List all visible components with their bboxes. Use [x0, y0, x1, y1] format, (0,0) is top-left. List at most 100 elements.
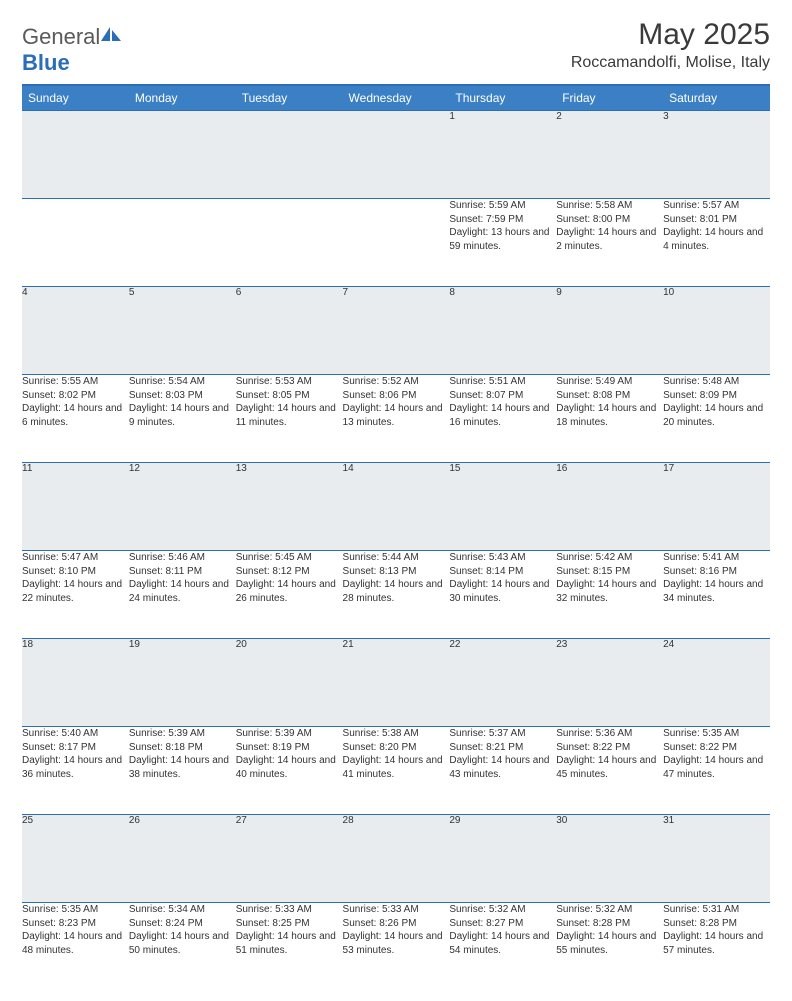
sunset-text: Sunset: 8:03 PM — [129, 389, 236, 403]
day-number-cell: 7 — [343, 287, 450, 375]
daylight-text: Daylight: 14 hours and 9 minutes. — [129, 402, 236, 429]
daylight-text: Daylight: 14 hours and 45 minutes. — [556, 754, 663, 781]
day-details-cell — [22, 199, 129, 287]
sunset-text: Sunset: 8:17 PM — [22, 741, 129, 755]
day-details-cell: Sunrise: 5:57 AMSunset: 8:01 PMDaylight:… — [663, 199, 770, 287]
week-daynum-row: 25262728293031 — [22, 815, 770, 903]
sunset-text: Sunset: 8:23 PM — [22, 917, 129, 931]
sunrise-text: Sunrise: 5:31 AM — [663, 903, 770, 917]
week-daynum-row: 11121314151617 — [22, 463, 770, 551]
daylight-text: Daylight: 14 hours and 2 minutes. — [556, 226, 663, 253]
day-details-cell: Sunrise: 5:49 AMSunset: 8:08 PMDaylight:… — [556, 375, 663, 463]
sunset-text: Sunset: 8:05 PM — [236, 389, 343, 403]
sunset-text: Sunset: 8:12 PM — [236, 565, 343, 579]
sunrise-text: Sunrise: 5:58 AM — [556, 199, 663, 213]
week-details-row: Sunrise: 5:40 AMSunset: 8:17 PMDaylight:… — [22, 727, 770, 815]
day-number-cell: 10 — [663, 287, 770, 375]
sunset-text: Sunset: 8:26 PM — [343, 917, 450, 931]
day-number-cell: 19 — [129, 639, 236, 727]
page-header: GeneralBlue May 2025 Roccamandolfi, Moli… — [22, 18, 770, 76]
sunrise-text: Sunrise: 5:32 AM — [449, 903, 556, 917]
day-number-cell: 31 — [663, 815, 770, 903]
daylight-text: Daylight: 14 hours and 11 minutes. — [236, 402, 343, 429]
sunset-text: Sunset: 8:14 PM — [449, 565, 556, 579]
sunrise-text: Sunrise: 5:33 AM — [236, 903, 343, 917]
daylight-text: Daylight: 14 hours and 20 minutes. — [663, 402, 770, 429]
day-number-cell — [236, 111, 343, 199]
day-details-cell: Sunrise: 5:33 AMSunset: 8:25 PMDaylight:… — [236, 903, 343, 991]
sunset-text: Sunset: 8:24 PM — [129, 917, 236, 931]
sunset-text: Sunset: 8:01 PM — [663, 213, 770, 227]
day-number-cell: 11 — [22, 463, 129, 551]
week-details-row: Sunrise: 5:59 AMSunset: 7:59 PMDaylight:… — [22, 199, 770, 287]
sunrise-text: Sunrise: 5:44 AM — [343, 551, 450, 565]
sunrise-text: Sunrise: 5:38 AM — [343, 727, 450, 741]
daylight-text: Daylight: 14 hours and 41 minutes. — [343, 754, 450, 781]
sunset-text: Sunset: 8:11 PM — [129, 565, 236, 579]
sunrise-text: Sunrise: 5:40 AM — [22, 727, 129, 741]
day-number-cell: 17 — [663, 463, 770, 551]
daylight-text: Daylight: 14 hours and 47 minutes. — [663, 754, 770, 781]
sunset-text: Sunset: 8:20 PM — [343, 741, 450, 755]
day-details-cell — [236, 199, 343, 287]
day-details-cell: Sunrise: 5:32 AMSunset: 8:27 PMDaylight:… — [449, 903, 556, 991]
daylight-text: Daylight: 14 hours and 36 minutes. — [22, 754, 129, 781]
daylight-text: Daylight: 14 hours and 50 minutes. — [129, 930, 236, 957]
day-details-cell — [343, 199, 450, 287]
day-header: Tuesday — [236, 85, 343, 111]
sunset-text: Sunset: 8:13 PM — [343, 565, 450, 579]
day-header: Sunday — [22, 85, 129, 111]
day-number-cell: 21 — [343, 639, 450, 727]
location-subtitle: Roccamandolfi, Molise, Italy — [571, 54, 770, 72]
daylight-text: Daylight: 14 hours and 28 minutes. — [343, 578, 450, 605]
day-header: Wednesday — [343, 85, 450, 111]
day-number-cell — [129, 111, 236, 199]
day-number-cell: 23 — [556, 639, 663, 727]
daylight-text: Daylight: 14 hours and 13 minutes. — [343, 402, 450, 429]
sunset-text: Sunset: 8:08 PM — [556, 389, 663, 403]
sunrise-text: Sunrise: 5:45 AM — [236, 551, 343, 565]
day-details-cell: Sunrise: 5:40 AMSunset: 8:17 PMDaylight:… — [22, 727, 129, 815]
day-number-cell: 18 — [22, 639, 129, 727]
logo-word-1: General — [22, 24, 100, 49]
sunrise-text: Sunrise: 5:33 AM — [343, 903, 450, 917]
sunrise-text: Sunrise: 5:54 AM — [129, 375, 236, 389]
sunset-text: Sunset: 8:22 PM — [663, 741, 770, 755]
day-details-cell: Sunrise: 5:51 AMSunset: 8:07 PMDaylight:… — [449, 375, 556, 463]
sunset-text: Sunset: 8:09 PM — [663, 389, 770, 403]
sunrise-text: Sunrise: 5:42 AM — [556, 551, 663, 565]
day-number-cell: 14 — [343, 463, 450, 551]
sunset-text: Sunset: 8:21 PM — [449, 741, 556, 755]
sunrise-text: Sunrise: 5:32 AM — [556, 903, 663, 917]
day-number-cell: 9 — [556, 287, 663, 375]
day-number-cell: 24 — [663, 639, 770, 727]
day-number-cell: 22 — [449, 639, 556, 727]
day-number-cell: 20 — [236, 639, 343, 727]
day-details-cell: Sunrise: 5:39 AMSunset: 8:18 PMDaylight:… — [129, 727, 236, 815]
day-number-cell: 4 — [22, 287, 129, 375]
day-details-cell: Sunrise: 5:52 AMSunset: 8:06 PMDaylight:… — [343, 375, 450, 463]
day-details-cell: Sunrise: 5:53 AMSunset: 8:05 PMDaylight:… — [236, 375, 343, 463]
daylight-text: Daylight: 14 hours and 53 minutes. — [343, 930, 450, 957]
sunset-text: Sunset: 8:07 PM — [449, 389, 556, 403]
day-details-cell: Sunrise: 5:39 AMSunset: 8:19 PMDaylight:… — [236, 727, 343, 815]
sunset-text: Sunset: 7:59 PM — [449, 213, 556, 227]
day-number-cell: 16 — [556, 463, 663, 551]
day-header-row: Sunday Monday Tuesday Wednesday Thursday… — [22, 85, 770, 111]
sunrise-text: Sunrise: 5:36 AM — [556, 727, 663, 741]
day-details-cell: Sunrise: 5:47 AMSunset: 8:10 PMDaylight:… — [22, 551, 129, 639]
day-details-cell: Sunrise: 5:38 AMSunset: 8:20 PMDaylight:… — [343, 727, 450, 815]
sunrise-text: Sunrise: 5:46 AM — [129, 551, 236, 565]
logo: GeneralBlue — [22, 18, 122, 76]
sunset-text: Sunset: 8:18 PM — [129, 741, 236, 755]
day-details-cell: Sunrise: 5:33 AMSunset: 8:26 PMDaylight:… — [343, 903, 450, 991]
daylight-text: Daylight: 14 hours and 48 minutes. — [22, 930, 129, 957]
daylight-text: Daylight: 14 hours and 51 minutes. — [236, 930, 343, 957]
sunrise-text: Sunrise: 5:35 AM — [22, 903, 129, 917]
daylight-text: Daylight: 14 hours and 16 minutes. — [449, 402, 556, 429]
sunset-text: Sunset: 8:06 PM — [343, 389, 450, 403]
daylight-text: Daylight: 14 hours and 34 minutes. — [663, 578, 770, 605]
week-details-row: Sunrise: 5:55 AMSunset: 8:02 PMDaylight:… — [22, 375, 770, 463]
day-details-cell: Sunrise: 5:36 AMSunset: 8:22 PMDaylight:… — [556, 727, 663, 815]
day-details-cell: Sunrise: 5:45 AMSunset: 8:12 PMDaylight:… — [236, 551, 343, 639]
